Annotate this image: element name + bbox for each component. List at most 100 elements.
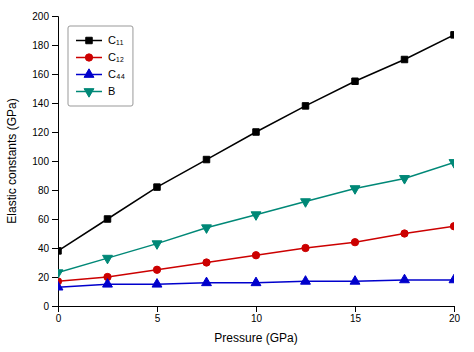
y-tick: 20	[38, 272, 58, 283]
x-tick-label: 10	[251, 313, 263, 324]
y-tick-mark	[52, 248, 58, 249]
series-marker	[153, 266, 160, 273]
series-line	[58, 162, 454, 272]
series-line	[58, 226, 454, 281]
series-marker	[302, 244, 309, 251]
y-axis-title: Elastic constants (GPa)	[5, 98, 19, 223]
y-tick: 200	[32, 11, 58, 22]
x-tick-mark	[454, 306, 455, 312]
y-tick-mark	[52, 45, 58, 46]
series	[58, 274, 454, 290]
y-tick-label: 60	[38, 214, 50, 225]
legend-entry: B	[76, 85, 115, 97]
series-marker	[302, 103, 308, 109]
legend-marker	[86, 37, 92, 43]
y-tick: 160	[32, 69, 58, 80]
x-tick-mark	[157, 306, 158, 312]
series-marker	[451, 32, 454, 38]
y-tick-label: 40	[38, 243, 50, 254]
series-marker	[450, 223, 454, 230]
series-marker	[350, 186, 360, 195]
y-tick: 140	[32, 98, 58, 109]
y-tick-label: 80	[38, 185, 50, 196]
y-tick-label: 180	[32, 40, 49, 51]
series-marker	[202, 225, 212, 234]
y-tick-mark	[52, 74, 58, 75]
y-tick-label: 140	[32, 98, 49, 109]
series-marker	[251, 212, 261, 221]
series-marker	[351, 239, 358, 246]
x-tick-mark	[256, 306, 257, 312]
series-marker	[449, 274, 454, 283]
series-marker	[401, 230, 408, 237]
series-marker	[103, 255, 113, 264]
y-tick-mark	[52, 103, 58, 104]
y-tick-label: 100	[32, 156, 49, 167]
legend-marker	[85, 54, 92, 61]
series-marker	[103, 279, 113, 288]
series-marker	[301, 276, 311, 285]
legend-entry: C₁₂	[76, 51, 124, 63]
legend-label: B	[108, 85, 115, 97]
series-marker	[400, 274, 410, 283]
series-marker	[253, 129, 259, 135]
x-axis-title: Pressure (GPa)	[214, 331, 297, 345]
series-marker	[251, 277, 261, 286]
series	[58, 223, 454, 285]
series-marker	[152, 279, 162, 288]
x-tick-label: 20	[449, 313, 461, 324]
y-tick-mark	[52, 132, 58, 133]
legend-label: C₁₂	[108, 51, 124, 63]
y-tick-label: 120	[32, 127, 49, 138]
y-tick-mark	[52, 277, 58, 278]
series-marker	[449, 160, 454, 169]
y-tick-mark	[52, 16, 58, 17]
series-marker	[401, 56, 407, 62]
legend-frame	[68, 26, 133, 106]
y-tick: 180	[32, 40, 58, 51]
y-tick-mark	[52, 190, 58, 191]
y-tick: 40	[38, 243, 58, 254]
series	[58, 160, 454, 279]
y-tick: 120	[32, 127, 58, 138]
series-marker	[152, 241, 162, 250]
series-marker	[352, 78, 358, 84]
chart: 05101520020406080100120140160180200Press…	[0, 0, 474, 352]
x-axis-line	[59, 307, 455, 313]
series-marker	[203, 259, 210, 266]
y-tick-mark	[52, 306, 58, 307]
y-axis-line	[52, 17, 59, 307]
series-marker	[203, 156, 209, 162]
y-tick: 60	[38, 214, 58, 225]
legend-marker	[84, 89, 94, 98]
series-marker	[154, 184, 160, 190]
series-marker	[400, 176, 410, 185]
y-tick-mark	[52, 219, 58, 220]
series-marker	[202, 277, 212, 286]
y-tick-label: 160	[32, 69, 49, 80]
legend-label: C₁₁	[108, 34, 124, 46]
x-tick: 0	[56, 306, 62, 324]
x-axis: 05101520	[56, 306, 461, 324]
y-tick-label: 200	[32, 11, 49, 22]
y-tick-mark	[52, 161, 58, 162]
y-tick-label: 20	[38, 272, 50, 283]
legend-entry: C₁₁	[76, 34, 124, 46]
legend-marker	[84, 69, 94, 78]
series-marker	[252, 252, 259, 259]
x-tick-mark	[355, 306, 356, 312]
x-tick-label: 0	[56, 313, 62, 324]
plot-area	[58, 32, 454, 290]
series-marker	[301, 199, 311, 208]
legend: C₁₁ C₁₂ C₄₄ B	[68, 26, 133, 106]
legend-label: C₄₄	[108, 68, 125, 80]
y-tick-label: 0	[43, 301, 49, 312]
legend-entry: C₄₄	[76, 68, 125, 80]
x-tick: 20	[449, 306, 461, 324]
y-tick: 0	[43, 301, 58, 312]
series-marker	[58, 248, 61, 254]
y-tick: 80	[38, 185, 58, 196]
y-axis: 0 20 40 60 80 100 120 140 160 180 200	[32, 11, 58, 312]
series-marker	[58, 281, 63, 290]
x-tick: 10	[251, 306, 263, 324]
